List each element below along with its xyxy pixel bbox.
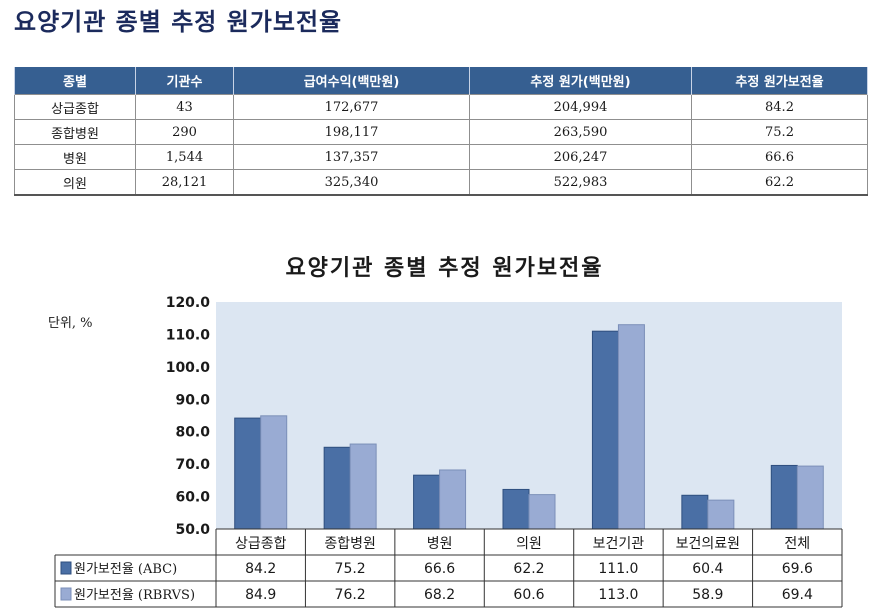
data-label: 84.2 — [245, 561, 276, 577]
bar-rbrvs — [796, 465, 824, 530]
bar-abc — [234, 417, 262, 530]
data-label: 111.0 — [598, 561, 638, 577]
table-cell: 137,357 — [233, 144, 470, 170]
table-cell: 상급종합 — [14, 94, 136, 120]
header-institution-count: 기관수 — [135, 67, 234, 95]
bar-abc — [502, 488, 530, 530]
table-cell: 28,121 — [135, 169, 234, 196]
table-cell: 의원 — [14, 169, 136, 196]
bar-abc — [681, 494, 709, 530]
data-label: 68.2 — [424, 587, 455, 603]
bar-abc — [413, 474, 441, 530]
data-label: 76.2 — [335, 587, 366, 603]
header-estimated-cost: 추정 원가(백만원) — [469, 67, 692, 95]
y-tick-label: 60.0 — [175, 490, 210, 506]
table-cell: 1,544 — [135, 144, 234, 170]
chart-title: 요양기관 종별 추정 원가보전율 — [285, 255, 604, 281]
table-row: 상급종합 43 172,677 204,994 84.2 — [14, 94, 868, 120]
legend-swatch — [60, 587, 72, 601]
y-tick-label: 110.0 — [166, 327, 211, 343]
table-cell: 522,983 — [469, 169, 692, 196]
bar-rbrvs — [260, 415, 288, 530]
x-tick-label: 의원 — [516, 536, 542, 552]
y-tick-label: 70.0 — [175, 457, 210, 473]
data-label: 69.6 — [782, 561, 813, 577]
table-cell: 84.2 — [691, 94, 868, 120]
table-cell: 43 — [135, 94, 234, 120]
data-label: 75.2 — [335, 561, 366, 577]
data-label: 58.9 — [692, 587, 723, 603]
bar-abc — [591, 330, 619, 530]
table-cell: 종합병원 — [14, 119, 136, 145]
bar-rbrvs — [528, 494, 556, 530]
data-label: 60.4 — [692, 561, 723, 577]
data-label: 69.4 — [782, 587, 813, 603]
table-cell: 병원 — [14, 144, 136, 170]
header-cost-recovery-rate: 추정 원가보전율 — [691, 67, 868, 95]
bar-rbrvs — [349, 443, 377, 530]
y-tick-label: 100.0 — [166, 360, 211, 376]
table-row: 의원 28,121 325,340 522,983 62.2 — [14, 169, 868, 196]
x-tick-label: 병원 — [427, 536, 453, 552]
bar-rbrvs — [707, 499, 735, 530]
data-label: 113.0 — [598, 587, 638, 603]
legend-label: 원가보전율 (ABC) — [74, 562, 177, 577]
table-cell: 66.6 — [691, 144, 868, 170]
x-tick-label: 전체 — [784, 536, 810, 552]
bar-rbrvs — [439, 469, 467, 530]
x-tick-label: 보건기관 — [593, 536, 645, 552]
page-title: 요양기관 종별 추정 원가보전율 — [14, 7, 343, 36]
legend-swatch — [60, 561, 72, 575]
bar-rbrvs — [617, 324, 645, 530]
table-row: 병원 1,544 137,357 206,247 66.6 — [14, 144, 868, 170]
summary-table: 종별 기관수 급여수익(백만원) 추정 원가(백만원) 추정 원가보전율 상급종… — [14, 67, 868, 196]
unit-label: 단위, % — [48, 316, 93, 331]
y-tick-label: 120.0 — [166, 295, 211, 311]
y-tick-label: 90.0 — [175, 392, 210, 408]
bar-abc — [770, 464, 798, 530]
table-cell: 75.2 — [691, 119, 868, 145]
data-label: 66.6 — [424, 561, 455, 577]
summary-table-header-row: 종별 기관수 급여수익(백만원) 추정 원가(백만원) 추정 원가보전율 — [14, 67, 868, 95]
table-cell: 325,340 — [233, 169, 470, 196]
table-cell: 62.2 — [691, 169, 868, 196]
x-tick-label: 상급종합 — [235, 536, 287, 552]
x-tick-label: 보건의료원 — [676, 536, 740, 552]
y-tick-label: 80.0 — [175, 425, 210, 441]
bar-abc — [323, 446, 351, 530]
data-label: 84.9 — [245, 587, 276, 603]
y-tick-label: 50.0 — [175, 522, 210, 538]
legend-label: 원가보전율 (RBRVS) — [74, 588, 195, 603]
data-label: 62.2 — [513, 561, 544, 577]
x-tick-label: 종합병원 — [324, 536, 376, 552]
table-cell: 204,994 — [469, 94, 692, 120]
header-type: 종별 — [14, 67, 136, 95]
table-cell: 290 — [135, 119, 234, 145]
data-label: 60.6 — [513, 587, 544, 603]
